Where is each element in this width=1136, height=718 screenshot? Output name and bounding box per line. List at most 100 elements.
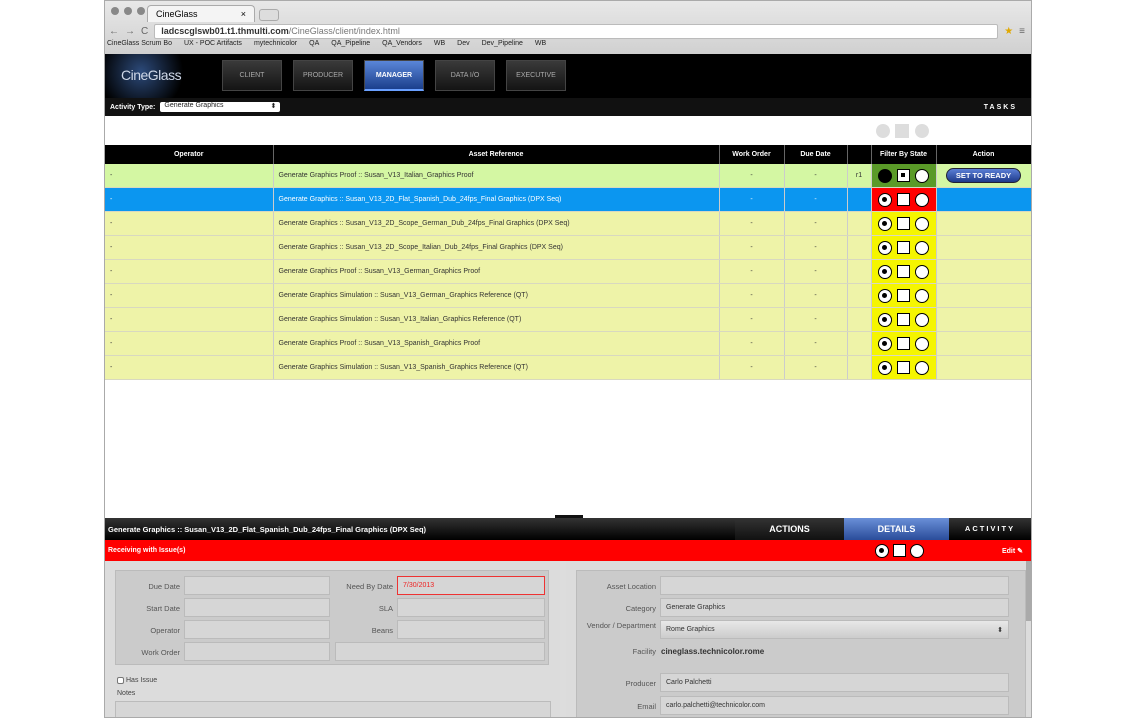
asset-reference-cell[interactable]: Generate Graphics :: Susan_V13_2D_Flat_S… <box>273 187 720 213</box>
scrollbar[interactable] <box>1026 561 1031 621</box>
col-operator[interactable]: Operator <box>105 145 274 164</box>
state-square-icon[interactable] <box>897 265 910 279</box>
col-filter-by-state[interactable]: Filter By State <box>871 145 937 164</box>
table-row[interactable]: - Generate Graphics :: Susan_V13_2D_Flat… <box>105 187 1031 213</box>
work-order-input[interactable] <box>184 642 330 661</box>
tab-activity[interactable]: ACTIVITY <box>964 524 1016 533</box>
nav-data-io[interactable]: DATA I/O <box>435 60 495 91</box>
state-circle-icon[interactable] <box>878 168 892 183</box>
tasks-button[interactable]: TASKS <box>983 103 1017 111</box>
state-circle-icon[interactable] <box>878 216 892 231</box>
state-square-icon[interactable] <box>897 337 910 351</box>
asset-reference-cell[interactable]: Generate Graphics Proof :: Susan_V13_Ita… <box>273 164 720 189</box>
col-work-order[interactable]: Work Order <box>719 145 785 164</box>
state-circle-icon[interactable] <box>915 216 929 231</box>
table-row[interactable]: - Generate Graphics :: Susan_V13_2D_Scop… <box>105 211 1031 237</box>
square-filter-icon[interactable] <box>895 124 909 138</box>
due-date-input[interactable] <box>184 576 330 595</box>
state-circle-icon[interactable] <box>915 336 929 351</box>
state-circle-icon[interactable] <box>915 240 929 255</box>
asset-reference-cell[interactable]: Generate Graphics Simulation :: Susan_V1… <box>273 283 720 309</box>
beans-input[interactable] <box>397 620 545 639</box>
state-square-icon[interactable] <box>897 217 910 231</box>
bookmark[interactable]: Dev <box>457 40 470 47</box>
set-to-ready-button[interactable]: SET TO READY <box>945 168 1022 184</box>
state-circle-icon[interactable] <box>915 192 929 207</box>
sla-input[interactable] <box>397 598 545 617</box>
asset-reference-cell[interactable]: Generate Graphics Proof :: Susan_V13_Ger… <box>273 259 720 285</box>
email-input[interactable]: carlo.palchetti@technicolor.com <box>660 696 1009 715</box>
bookmark[interactable]: mytechnicolor <box>253 40 298 47</box>
col-due-date[interactable]: Due Date <box>784 145 848 164</box>
table-row[interactable]: - Generate Graphics :: Susan_V13_2D_Scop… <box>105 235 1031 261</box>
bookmark[interactable]: QA <box>309 40 320 47</box>
table-row[interactable]: - Generate Graphics Proof :: Susan_V13_S… <box>105 331 1031 357</box>
has-issue-checkbox[interactable]: Has Issue <box>117 677 157 684</box>
tab-actions[interactable]: ACTIONS <box>735 518 844 540</box>
table-row[interactable]: - Generate Graphics Simulation :: Susan_… <box>105 355 1031 381</box>
tab-details[interactable]: DETAILS <box>844 518 949 540</box>
state-circle-icon[interactable] <box>878 336 892 351</box>
asset-location-input[interactable] <box>660 576 1009 595</box>
state-square-icon[interactable] <box>897 313 910 327</box>
state-circle-icon[interactable] <box>878 360 892 375</box>
nav-manager[interactable]: MANAGER <box>364 60 424 91</box>
bookmark[interactable]: QA_Vendors <box>382 40 422 47</box>
window-controls[interactable] <box>111 7 145 15</box>
nav-executive[interactable]: EXECUTIVE <box>506 60 566 91</box>
star-icon[interactable]: ★ <box>1004 25 1014 37</box>
state-circle-icon[interactable] <box>915 360 929 375</box>
asset-reference-cell[interactable]: Generate Graphics Proof :: Susan_V13_Spa… <box>273 331 720 357</box>
state-circle-icon[interactable] <box>915 264 929 279</box>
col-asset-reference[interactable]: Asset Reference <box>273 145 720 164</box>
table-row[interactable]: - Generate Graphics Proof :: Susan_V13_I… <box>105 164 1031 189</box>
bookmark[interactable]: WB <box>534 40 547 47</box>
asset-reference-cell[interactable]: Generate Graphics :: Susan_V13_2D_Scope_… <box>273 211 720 237</box>
need-by-date-input[interactable]: 7/30/2013 <box>397 576 545 595</box>
reload-icon[interactable]: C <box>141 25 149 37</box>
edit-button[interactable]: Edit ✎ <box>1002 547 1023 555</box>
table-row[interactable]: - Generate Graphics Simulation :: Susan_… <box>105 283 1031 309</box>
state-circle-icon[interactable] <box>878 288 892 303</box>
state-square-icon[interactable] <box>897 193 910 207</box>
state-square-icon[interactable] <box>893 544 906 557</box>
start-date-input[interactable] <box>184 598 330 617</box>
state-circle-icon[interactable] <box>910 543 924 558</box>
new-tab-button[interactable] <box>259 9 279 21</box>
state-circle-icon[interactable] <box>878 240 892 255</box>
notes-textarea[interactable] <box>115 701 551 717</box>
panel-resize-handle[interactable] <box>555 515 583 519</box>
circle-filter-icon[interactable] <box>876 124 890 138</box>
bookmark[interactable]: CineGlass Scrum Bo <box>107 40 172 47</box>
close-tab-icon[interactable]: × <box>240 9 246 19</box>
circle-filter-icon[interactable] <box>915 124 929 138</box>
operator-input[interactable] <box>184 620 330 639</box>
state-circle-icon[interactable] <box>878 312 892 327</box>
state-circle-icon[interactable] <box>915 288 929 303</box>
state-circle-icon[interactable] <box>915 312 929 327</box>
menu-icon[interactable]: ≡ <box>1019 25 1025 37</box>
address-bar[interactable]: ladcscglswb01.t1.thmulti.com/CineGlass/c… <box>154 23 999 39</box>
asset-reference-cell[interactable]: Generate Graphics :: Susan_V13_2D_Scope_… <box>273 235 720 261</box>
bookmark[interactable]: WB <box>433 40 446 47</box>
state-circle-icon[interactable] <box>915 168 929 183</box>
state-square-icon[interactable] <box>897 289 910 303</box>
bookmark[interactable]: Dev_Pipeline <box>481 40 523 47</box>
nav-producer[interactable]: PRODUCER <box>293 60 353 91</box>
back-icon[interactable]: ← <box>109 25 119 37</box>
col-action[interactable]: Action <box>936 145 1031 164</box>
asset-reference-cell[interactable]: Generate Graphics Simulation :: Susan_V1… <box>273 307 720 333</box>
forward-icon[interactable]: → <box>125 25 135 37</box>
table-row[interactable]: - Generate Graphics Proof :: Susan_V13_G… <box>105 259 1031 285</box>
work-order-extra-input[interactable] <box>335 642 545 661</box>
asset-reference-cell[interactable]: Generate Graphics Simulation :: Susan_V1… <box>273 355 720 381</box>
state-square-icon[interactable] <box>897 361 910 375</box>
bookmark[interactable]: QA_Pipeline <box>331 40 371 47</box>
producer-input[interactable]: Carlo Palchetti <box>660 673 1009 692</box>
table-row[interactable]: - Generate Graphics Simulation :: Susan_… <box>105 307 1031 333</box>
activity-type-select[interactable]: Generate Graphics ⬍ <box>160 102 281 112</box>
state-square-icon[interactable] <box>897 169 910 183</box>
vendor-select[interactable]: Rome Graphics ⬍ <box>660 620 1009 639</box>
state-circle-icon[interactable] <box>878 192 892 207</box>
state-circle-icon[interactable] <box>875 543 889 558</box>
